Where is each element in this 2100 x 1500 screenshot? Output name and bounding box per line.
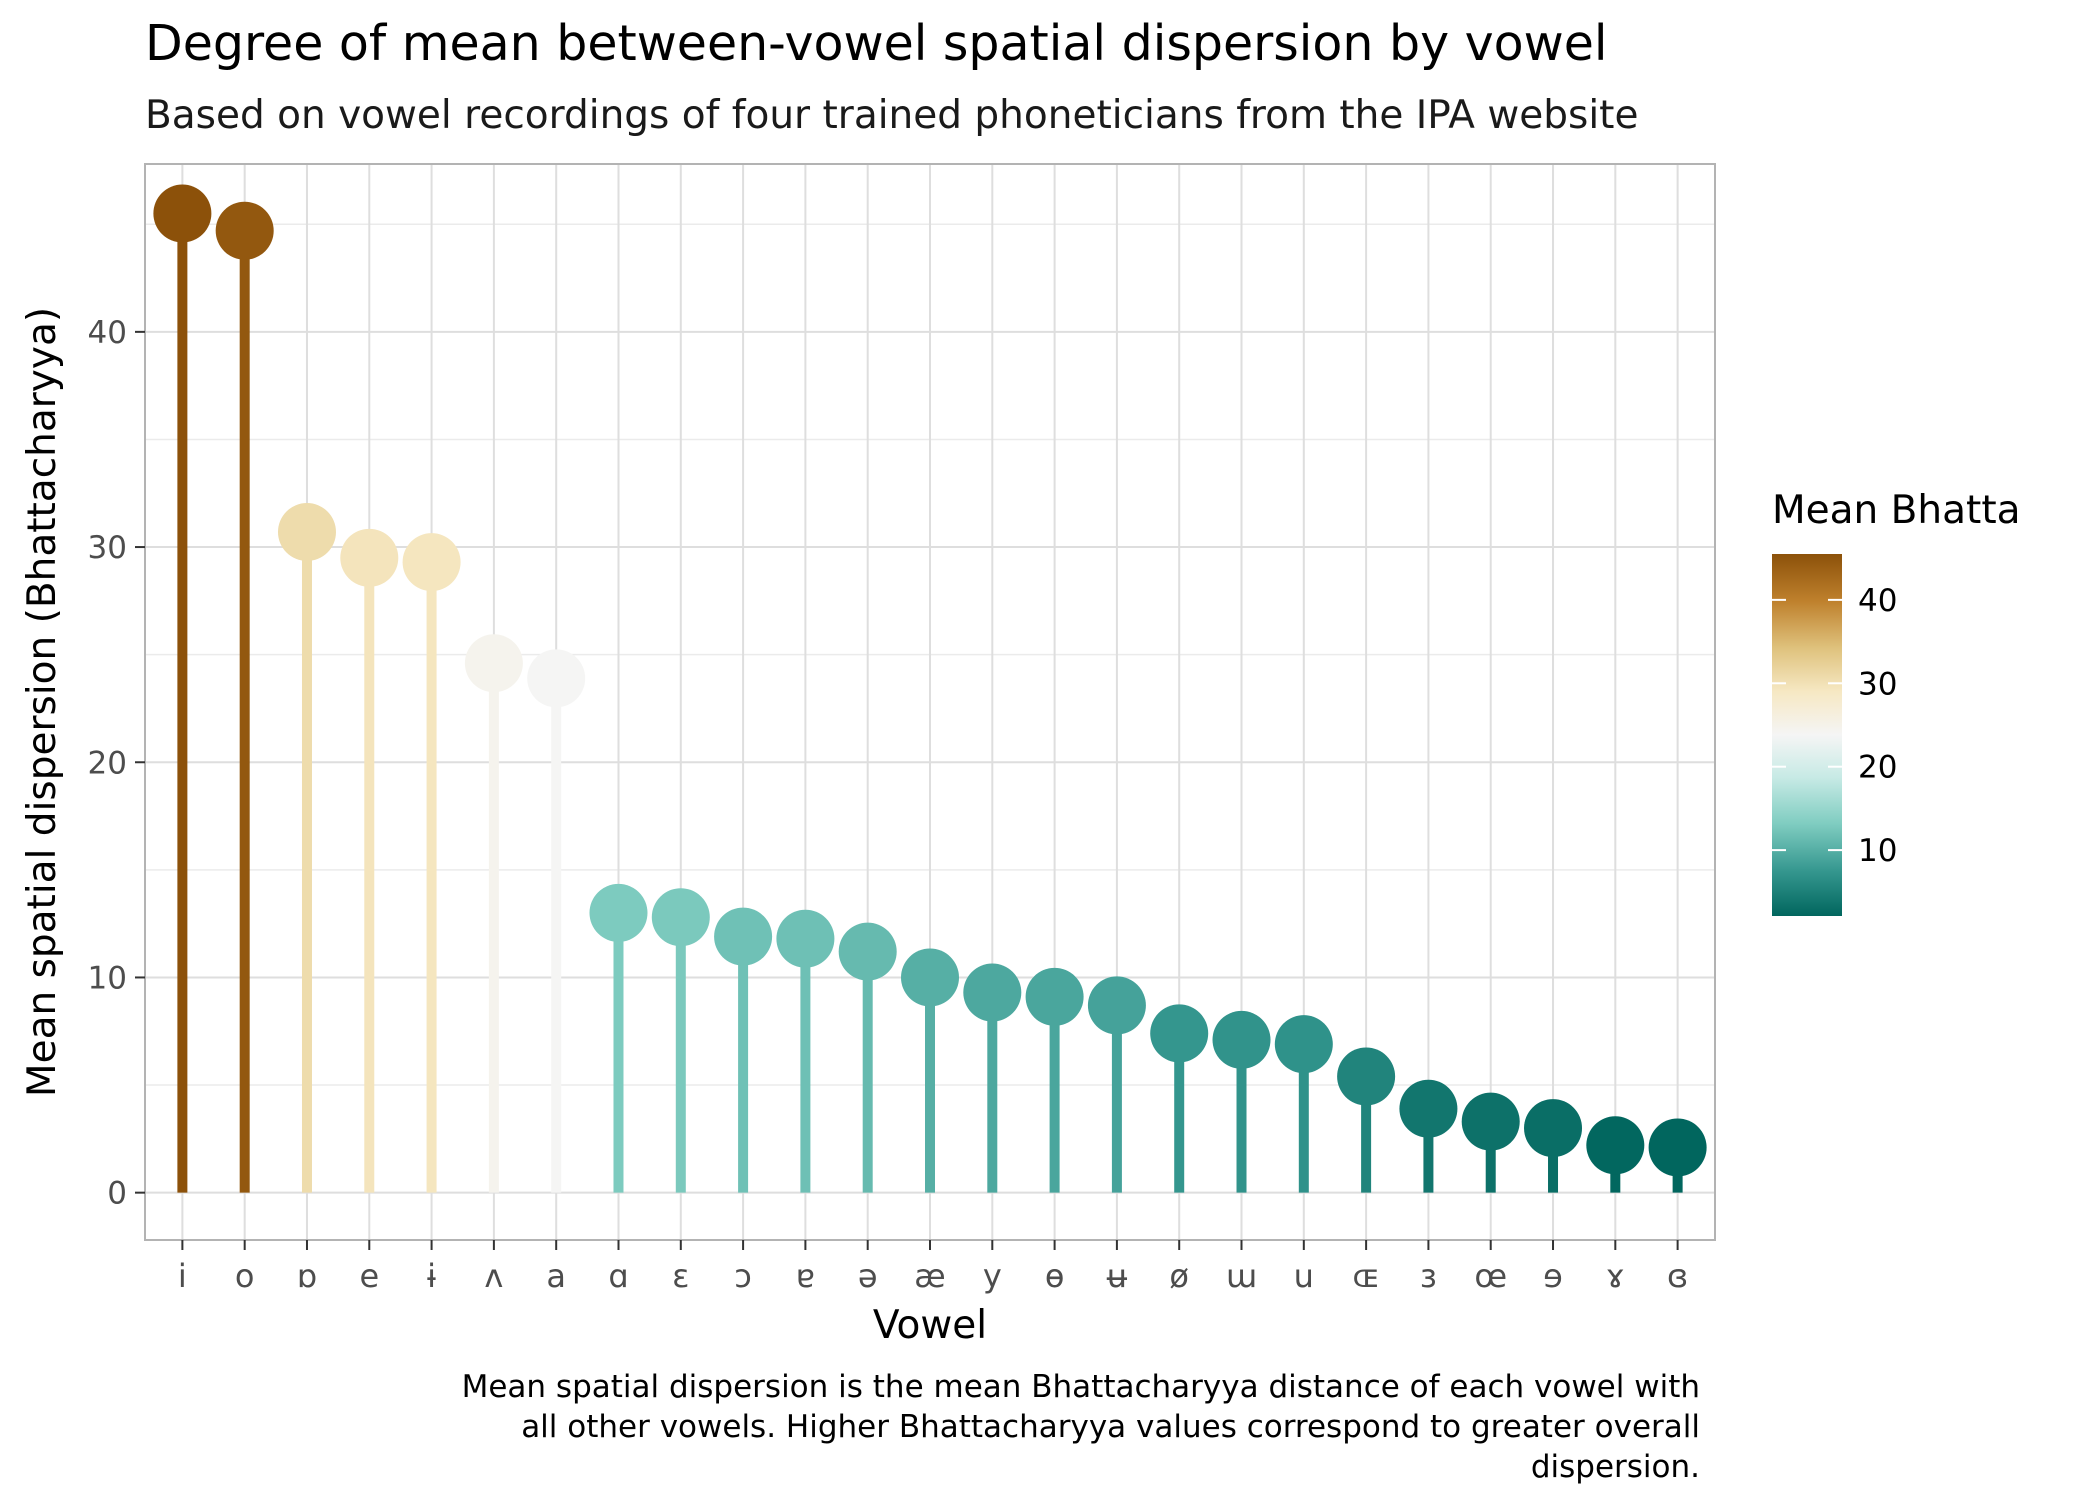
x-tick-label: ʌ [484,1257,503,1295]
y-tick-label: 0 [107,1176,127,1212]
lollipop-point [1150,1004,1209,1063]
x-tick-label: œ [1474,1257,1507,1295]
lollipop-point [1399,1079,1458,1138]
x-tick-label: o [235,1257,255,1295]
lollipop-point [527,649,586,708]
x-tick-label: e [359,1257,379,1295]
x-tick-label: ʉ [1107,1257,1128,1295]
x-tick-label: ɵ [1045,1257,1065,1295]
y-tick-label: 40 [88,315,127,351]
x-tick-label: y [983,1257,1002,1295]
lollipop-point [1274,1015,1333,1074]
x-tick-label: ɑ [608,1257,628,1295]
lollipop-series [153,184,1707,1193]
legend-colorbar [1772,554,1842,916]
x-tick-label: ɤ [1606,1257,1625,1295]
chart-caption: Mean spatial dispersion is the mean Bhat… [462,1369,1700,1485]
x-tick-label: ɶ [1352,1257,1379,1295]
lollipop-point [340,528,399,587]
x-tick-label: u [1294,1257,1314,1295]
lollipop-point [1461,1092,1520,1151]
legend-tick-label: 30 [1858,666,1897,702]
chart-title: Degree of mean between-vowel spatial dis… [145,15,1608,72]
x-axis-title: Vowel [873,1303,987,1348]
x-tick-label: ø [1169,1257,1189,1295]
lollipop-point [651,888,710,947]
caption-line: all other vowels. Higher Bhattacharyya v… [521,1409,1700,1445]
lollipop-point [1586,1116,1645,1175]
color-legend: Mean Bhatta 10 20 30 40 [1772,488,2021,916]
legend-tick-label: 10 [1858,833,1897,869]
lollipop-point [838,922,897,981]
x-tick-label: ɛ [672,1257,689,1295]
x-tick-label: ɯ [1226,1257,1257,1295]
lollipop-point [215,201,274,260]
lollipop-point [1648,1118,1707,1177]
lollipop-point [589,883,648,942]
lollipop-point [963,963,1022,1022]
x-tick-label: ɞ [1667,1257,1688,1295]
legend-tick-label: 40 [1858,583,1897,619]
caption-line: dispersion. [1531,1449,1700,1485]
y-tick-label: 10 [88,960,127,996]
x-tick-label: ɘ [1543,1257,1563,1295]
lollipop-point [464,634,523,693]
lollipop-point [1025,967,1084,1026]
lollipop-point [776,909,835,968]
x-tick-label: æ [914,1257,945,1295]
lollipop-point [153,184,212,243]
chart-subtitle: Based on vowel recordings of four traine… [145,93,1638,138]
lollipop-point [1087,976,1146,1035]
x-tick-label: ɨ [427,1257,436,1295]
lollipop-point [402,533,461,592]
y-axis-title: Mean spatial dispersion (Bhattacharyya) [20,307,65,1097]
x-tick-label: ɒ [297,1257,317,1295]
lollipop-point [277,502,336,561]
x-tick-label: ə [858,1257,878,1295]
x-tick-label: a [546,1257,566,1295]
lollipop-point [1212,1010,1271,1069]
x-tick-label: ɔ [734,1257,752,1295]
x-tick-label: i [178,1257,187,1295]
legend-ticks: 10 20 30 40 [1772,583,1897,869]
lollipop-point [1524,1099,1583,1158]
y-axis: 0 10 20 30 40 [88,315,145,1212]
x-tick-label: ɜ [1420,1257,1437,1295]
lollipop-point [1337,1047,1396,1106]
caption-line: Mean spatial dispersion is the mean Bhat… [462,1369,1700,1405]
lollipop-point [714,907,773,966]
legend-title: Mean Bhatta [1772,488,2021,533]
x-tick-label: ɐ [796,1257,815,1295]
lollipop-point [901,948,959,1007]
y-tick-label: 20 [88,745,127,781]
legend-tick-label: 20 [1858,750,1897,786]
y-tick-label: 30 [88,530,127,566]
